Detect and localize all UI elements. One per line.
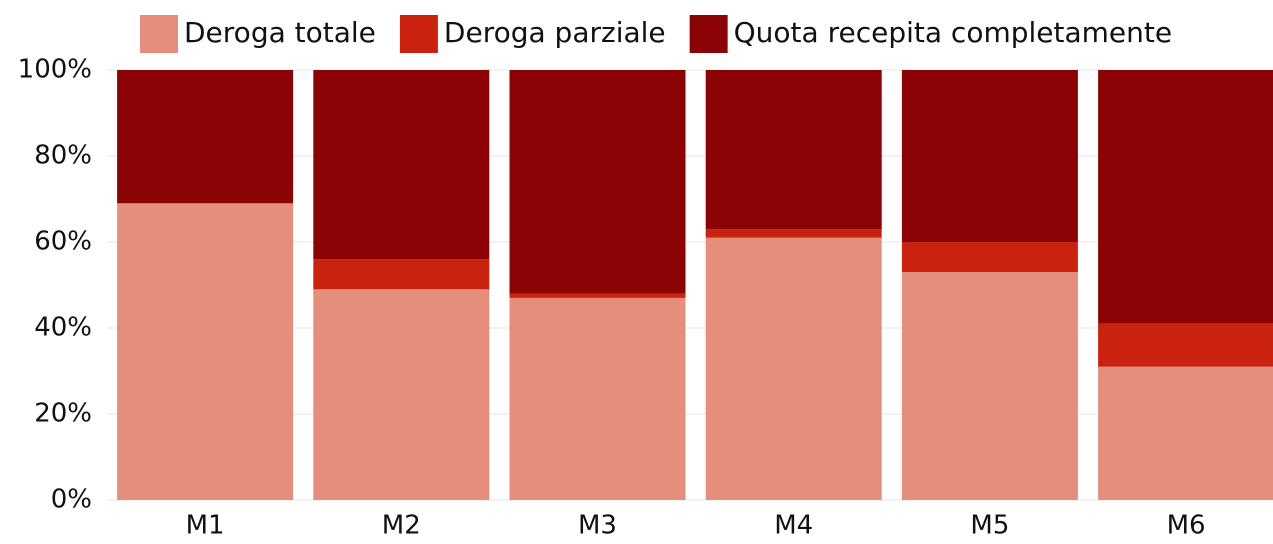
legend-label: Quota recepita completamente bbox=[734, 16, 1172, 49]
legend-swatch bbox=[689, 15, 728, 53]
bar-segment bbox=[705, 70, 882, 230]
bar-segment bbox=[901, 70, 1078, 242]
bar-segment bbox=[1098, 366, 1273, 500]
bar-segment bbox=[313, 259, 490, 290]
x-tick-label: M2 bbox=[382, 511, 421, 541]
legend-swatch bbox=[140, 15, 178, 53]
bar-segment bbox=[1098, 323, 1273, 367]
y-tick-label: 20% bbox=[34, 399, 92, 429]
x-tick-label: M5 bbox=[970, 511, 1009, 541]
y-tick-label: 80% bbox=[34, 141, 92, 171]
bar-segment bbox=[313, 289, 490, 500]
legend-label: Deroga parziale bbox=[444, 16, 666, 49]
x-tick-label: M4 bbox=[774, 511, 813, 541]
y-tick-label: 100% bbox=[18, 55, 92, 85]
x-tick-label: M6 bbox=[1167, 511, 1206, 541]
y-tick-label: 0% bbox=[51, 485, 92, 515]
y-tick-label: 40% bbox=[34, 313, 92, 343]
bar-segment bbox=[1098, 70, 1273, 324]
bar-segment bbox=[705, 237, 882, 500]
bar-segment bbox=[117, 70, 294, 204]
legend-swatch bbox=[399, 15, 438, 53]
bar-segment bbox=[901, 242, 1078, 273]
bar-segment bbox=[313, 70, 490, 260]
x-tick-label: M3 bbox=[578, 511, 617, 541]
bar-segment bbox=[901, 272, 1078, 500]
x-tick-label: M1 bbox=[186, 511, 225, 541]
legend-label: Deroga totale bbox=[184, 16, 376, 49]
y-tick-label: 60% bbox=[34, 227, 92, 257]
bar-segment bbox=[509, 293, 686, 298]
bar-segment bbox=[509, 70, 686, 294]
bar-segment bbox=[705, 229, 882, 238]
bar-segment bbox=[509, 297, 686, 500]
bar-segment bbox=[117, 203, 294, 501]
